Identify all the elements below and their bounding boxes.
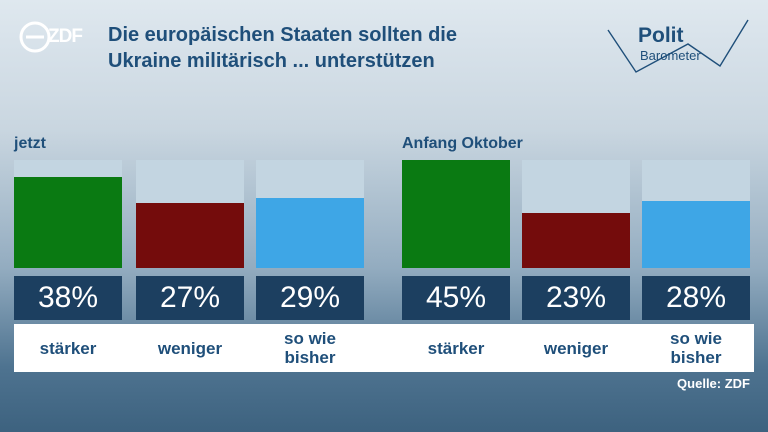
bar-oktober-staerker: [402, 160, 510, 268]
value-label-oktober-so-wie-bisher: 28%: [642, 276, 750, 320]
bar-track-jetzt-staerker: [14, 160, 122, 268]
zdf-logo-icon: [19, 21, 51, 53]
value-label-jetzt-weniger: 27%: [136, 276, 244, 320]
category-label-oktober-so-wie-bisher: so wie bisher: [670, 329, 722, 367]
group-label-jetzt: jetzt: [14, 135, 46, 152]
chart-title-line-2: Ukraine militärisch ... unterstützen: [108, 50, 435, 72]
bar-jetzt-so-wie-bisher: [256, 198, 364, 268]
brand-polit: Polit: [638, 24, 684, 47]
brand-barometer: Barometer: [640, 48, 701, 63]
bar-track-jetzt-so-wie-bisher: [256, 160, 364, 268]
category-label-jetzt-weniger: weniger: [157, 338, 223, 358]
category-label-jetzt-so-wie-bisher: so wie bisher: [284, 329, 336, 367]
category-label-oktober-staerker: stärker: [427, 338, 485, 358]
source-note: Quelle: ZDF: [677, 376, 750, 391]
bar-oktober-weniger: [522, 212, 630, 268]
value-label-oktober-staerker: 45%: [402, 276, 510, 320]
category-label-oktober-weniger: weniger: [543, 338, 609, 358]
bar-jetzt-weniger: [136, 203, 244, 268]
value-label-jetzt-so-wie-bisher: 29%: [256, 276, 364, 320]
bar-track-oktober-staerker: [402, 160, 510, 268]
bar-track-oktober-so-wie-bisher: [642, 160, 750, 268]
category-label-jetzt-staerker: stärker: [39, 338, 97, 358]
zdf-logo-text: ZDF: [48, 26, 83, 47]
bar-oktober-so-wie-bisher: [642, 200, 750, 268]
zdf-logo: ZDF: [18, 20, 83, 54]
category-strip: [14, 324, 754, 372]
group-label-anfang-oktober: Anfang Oktober: [402, 135, 523, 152]
politbarometer-zigzag-icon: [607, 19, 749, 73]
value-label-oktober-weniger: 23%: [522, 276, 630, 320]
bar-track-jetzt-weniger: [136, 160, 244, 268]
chart-title-line-1: Die europäischen Staaten sollten die: [108, 24, 457, 46]
chart-title: Die europäischen Staaten sollten die Ukr…: [108, 22, 588, 74]
bar-jetzt-staerker: [14, 176, 122, 268]
value-label-jetzt-staerker: 38%: [14, 276, 122, 320]
bar-track-oktober-weniger: [522, 160, 630, 268]
politbarometer-logo: Polit Barometer: [600, 14, 756, 78]
